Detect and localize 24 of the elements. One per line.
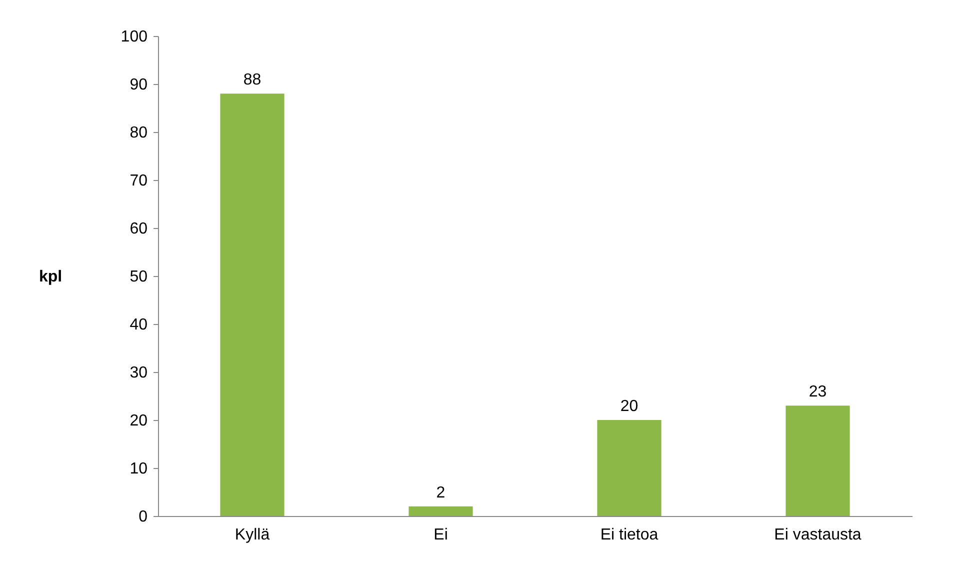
y-tick-label: 90 — [130, 76, 148, 94]
bar — [220, 94, 284, 516]
y-tick-label: 70 — [130, 172, 148, 190]
x-tick-label: Ei — [434, 526, 448, 544]
y-tick-label: 40 — [130, 316, 148, 334]
bar — [408, 506, 473, 516]
y-tick-label: 20 — [130, 412, 148, 430]
y-tick-label: 0 — [138, 508, 148, 526]
x-tick-label: Ei tietoa — [600, 526, 658, 544]
y-tick-label: 60 — [130, 220, 148, 238]
x-tick-label: Ei vastausta — [774, 526, 862, 544]
y-axis-title: kpl — [38, 268, 62, 286]
y-tick-label: 10 — [130, 460, 148, 478]
y-tick-label: 100 — [120, 28, 148, 46]
y-tick-label: 80 — [130, 124, 148, 142]
data-label: 20 — [620, 398, 638, 415]
y-tick-label: 50 — [130, 268, 148, 286]
bar — [597, 420, 662, 516]
data-label: 88 — [243, 72, 262, 89]
data-label: 23 — [808, 384, 827, 401]
x-tick-label: Kyllä — [234, 526, 270, 544]
bar — [786, 406, 850, 516]
data-label: 2 — [436, 484, 446, 502]
y-tick-label: 30 — [130, 364, 148, 382]
